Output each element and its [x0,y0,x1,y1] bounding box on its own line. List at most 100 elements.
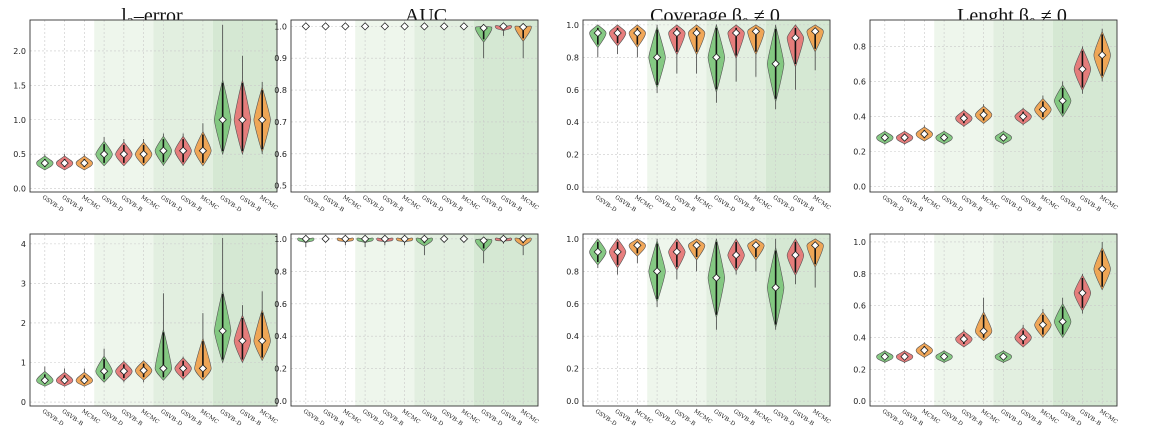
median-marker [479,236,488,245]
x-category-label: GSVB–B [499,195,522,214]
y-tick-label: 1.0 [274,22,287,31]
x-category-label: GSVB–B [732,409,755,428]
x-category-label: GSVB–B [179,195,202,214]
median-marker [1078,64,1087,74]
panel-frame [582,233,831,407]
x-category-label: MCMC [80,409,101,426]
y-tick-label: 0.5 [274,182,287,191]
y-tick-label: 0.2 [853,148,866,157]
x-category-label: GSVB–B [381,409,404,428]
x-category-label: GSVB–B [613,195,636,214]
median-marker [459,22,469,31]
y-tick-label: 0.6 [566,300,579,309]
median-marker [519,22,528,32]
median-marker [672,247,682,257]
group-band-3 [473,20,538,192]
median-marker [1018,333,1028,342]
median-marker [652,53,662,62]
y-tick-label: 0.6 [853,302,866,311]
median-marker [1058,96,1067,105]
median-marker [811,27,820,36]
x-category-label: MCMC [139,409,160,426]
median-marker [900,352,909,361]
median-marker [360,234,370,244]
median-marker [692,241,701,250]
x-category-label: GSVB–B [238,195,261,214]
median-marker [139,149,148,159]
median-marker [811,241,820,250]
y-tick-label: 0.0 [566,183,579,192]
x-category-label: GSVB–B [179,409,202,428]
median-marker [301,234,310,244]
median-marker [218,115,227,124]
median-marker [791,250,800,260]
median-marker [920,346,929,355]
x-category-label: GSVB–B [673,195,696,214]
y-tick-label: 0.2 [274,365,287,374]
median-marker [380,22,390,31]
x-category-label: MCMC [341,195,362,212]
median-marker [238,336,247,345]
x-category-label: MCMC [460,409,481,426]
median-marker [420,234,429,244]
x-category-label: GSVB–B [238,409,261,428]
y-tick-label: 0.6 [853,77,866,86]
x-category-label: GSVB–B [120,409,143,428]
median-marker [258,336,267,345]
x-category-label: MCMC [519,195,540,212]
y-tick-label: 0.4 [566,332,579,341]
x-category-label: MCMC [1098,195,1119,212]
x-category-label: MCMC [811,195,832,212]
x-category-label: MCMC [460,195,481,212]
y-tick-label: 1.0 [853,238,866,247]
median-marker [672,28,682,38]
median-marker [80,158,89,168]
x-category-label: GSVB–B [1019,195,1042,214]
x-category-label: MCMC [811,409,832,426]
y-tick-label: 0.8 [274,267,287,276]
median-marker [301,22,310,31]
x-category-label: MCMC [400,195,421,212]
x-category-label: GSVB–B [321,195,344,214]
x-category-label: GSVB–B [732,195,755,214]
y-tick-label: 0.7 [274,118,287,127]
y-tick-label: 1.5 [13,81,26,90]
median-marker [751,241,761,250]
x-category-label: MCMC [979,195,1000,212]
median-marker [499,234,508,244]
median-marker [119,367,129,376]
y-tick-label: 2 [21,319,26,328]
median-marker [40,158,49,168]
panel-frame [869,19,1118,193]
median-marker [159,146,168,155]
x-category-label: GSVB–B [60,409,83,428]
panel-frame [869,233,1118,407]
x-category-label: MCMC [633,409,654,426]
median-marker [178,146,188,155]
x-category-label: MCMC [400,409,421,426]
x-category-label: MCMC [920,195,941,212]
median-marker [712,273,721,282]
y-tick-label: 0.2 [566,365,579,374]
median-marker [439,234,449,244]
median-marker [360,22,370,31]
x-category-label: GSVB–B [381,195,404,214]
y-tick-label: 0.2 [853,365,866,374]
x-category-label: GSVB–B [1078,195,1101,214]
x-category-label: MCMC [258,195,279,212]
y-tick-label: 0.0 [274,397,287,406]
median-marker [479,23,488,33]
median-marker [920,129,929,139]
median-marker [1078,288,1087,298]
x-category-label: GSVB–B [60,195,83,214]
median-marker [880,133,889,142]
x-category-label: MCMC [1098,409,1119,426]
x-category-label: MCMC [199,195,220,212]
median-marker [321,234,330,244]
x-category-label: MCMC [752,409,773,426]
median-marker [519,234,528,244]
